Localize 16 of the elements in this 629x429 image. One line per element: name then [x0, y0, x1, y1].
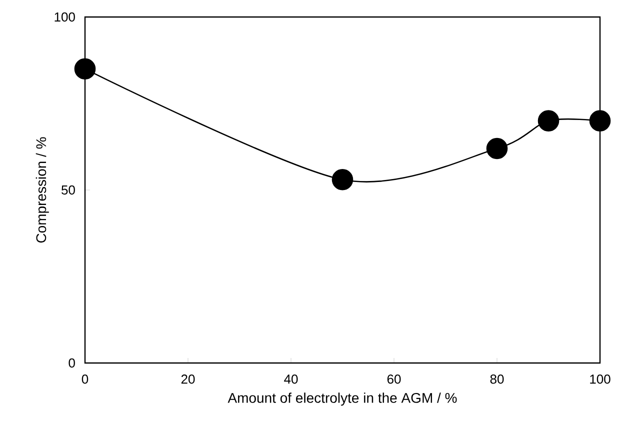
y-tick-label: 100 — [54, 12, 75, 22]
x-tick-label: 0 — [82, 374, 88, 384]
y-axis-title: Compression / % — [36, 137, 49, 243]
point — [538, 110, 560, 132]
x-tick-label: 80 — [490, 374, 504, 384]
point — [486, 138, 508, 160]
point — [74, 58, 96, 80]
x-tick-label: 60 — [387, 374, 401, 384]
x-tick-label: 20 — [181, 374, 195, 384]
x-tick-label: 100 — [590, 374, 610, 384]
y-tick-label: 0 — [68, 358, 75, 368]
point — [589, 110, 611, 132]
x-axis-title: Amount of electrolyte in the AGM / % — [228, 392, 457, 406]
y-tick-label: 50 — [62, 185, 75, 195]
point — [332, 168, 354, 190]
x-tick-label: 40 — [284, 374, 298, 384]
